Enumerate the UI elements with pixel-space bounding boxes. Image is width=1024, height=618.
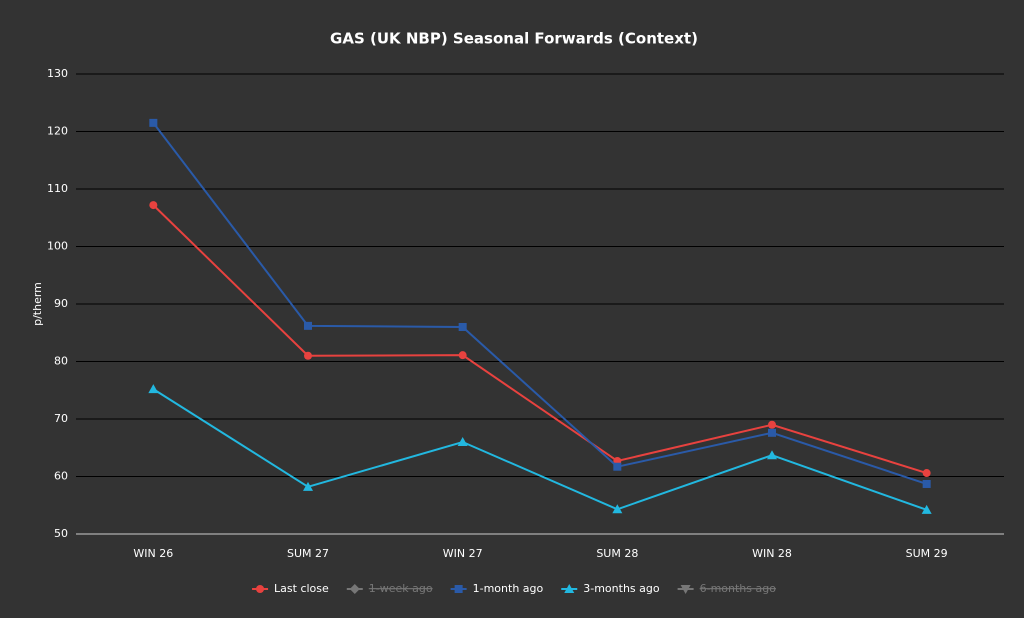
x-tick-label: SUM 29 bbox=[906, 547, 948, 560]
marker bbox=[612, 504, 623, 514]
legend-item[interactable]: 3-months ago bbox=[561, 582, 660, 595]
y-tick-label: 80 bbox=[54, 355, 68, 368]
series-line bbox=[152, 122, 927, 485]
x-tick-label: WIN 26 bbox=[133, 547, 173, 560]
marker bbox=[680, 585, 691, 594]
marker bbox=[613, 462, 622, 471]
x-tick-label: SUM 28 bbox=[596, 547, 638, 560]
y-tick-label: 50 bbox=[54, 527, 68, 540]
legend-item[interactable]: Last close bbox=[252, 582, 329, 595]
legend-label: 1-month ago bbox=[473, 582, 544, 595]
marker bbox=[768, 420, 776, 429]
y-axis-label: p/therm bbox=[31, 282, 44, 326]
y-tick-label: 120 bbox=[47, 125, 68, 138]
marker bbox=[454, 585, 463, 593]
marker bbox=[922, 469, 931, 478]
legend: Last close 1-week ago 1-month ago 3-months … bbox=[252, 582, 776, 595]
series-line bbox=[152, 388, 928, 511]
series-line bbox=[152, 204, 927, 475]
marker bbox=[921, 504, 932, 514]
marker bbox=[304, 351, 312, 360]
marker bbox=[767, 450, 777, 460]
legend-label: 6-months ago bbox=[700, 582, 777, 595]
marker bbox=[564, 584, 575, 593]
x-tick-label: SUM 27 bbox=[287, 547, 329, 560]
legend-item[interactable]: 1-week ago bbox=[346, 582, 433, 595]
marker bbox=[458, 351, 467, 360]
legend-item[interactable]: 6-months ago bbox=[677, 582, 777, 595]
y-tick-label: 70 bbox=[54, 412, 68, 425]
y-tick-label: 100 bbox=[47, 240, 68, 253]
marker bbox=[149, 118, 158, 127]
y-tick-label: 110 bbox=[47, 182, 68, 195]
marker bbox=[768, 428, 776, 437]
marker bbox=[256, 585, 265, 593]
marker bbox=[349, 584, 360, 594]
marker bbox=[148, 384, 159, 394]
y-tick-label: 60 bbox=[54, 470, 68, 483]
legend-label: Last close bbox=[274, 582, 329, 595]
marker bbox=[304, 321, 312, 330]
x-tick-label: WIN 28 bbox=[752, 547, 792, 560]
chart-title: GAS (UK NBP) Seasonal Forwards (Context) bbox=[330, 30, 698, 48]
marker bbox=[457, 437, 468, 446]
marker bbox=[303, 481, 313, 491]
x-tick-label: WIN 27 bbox=[443, 547, 483, 560]
legend-label: 1-week ago bbox=[369, 582, 433, 595]
marker bbox=[922, 479, 931, 488]
legend-item[interactable]: 1-month ago bbox=[450, 582, 544, 595]
legend-label: 3-months ago bbox=[583, 582, 660, 595]
y-tick-label: 130 bbox=[47, 67, 68, 80]
marker bbox=[149, 201, 158, 210]
y-tick-label: 90 bbox=[54, 297, 68, 310]
marker bbox=[458, 323, 467, 331]
